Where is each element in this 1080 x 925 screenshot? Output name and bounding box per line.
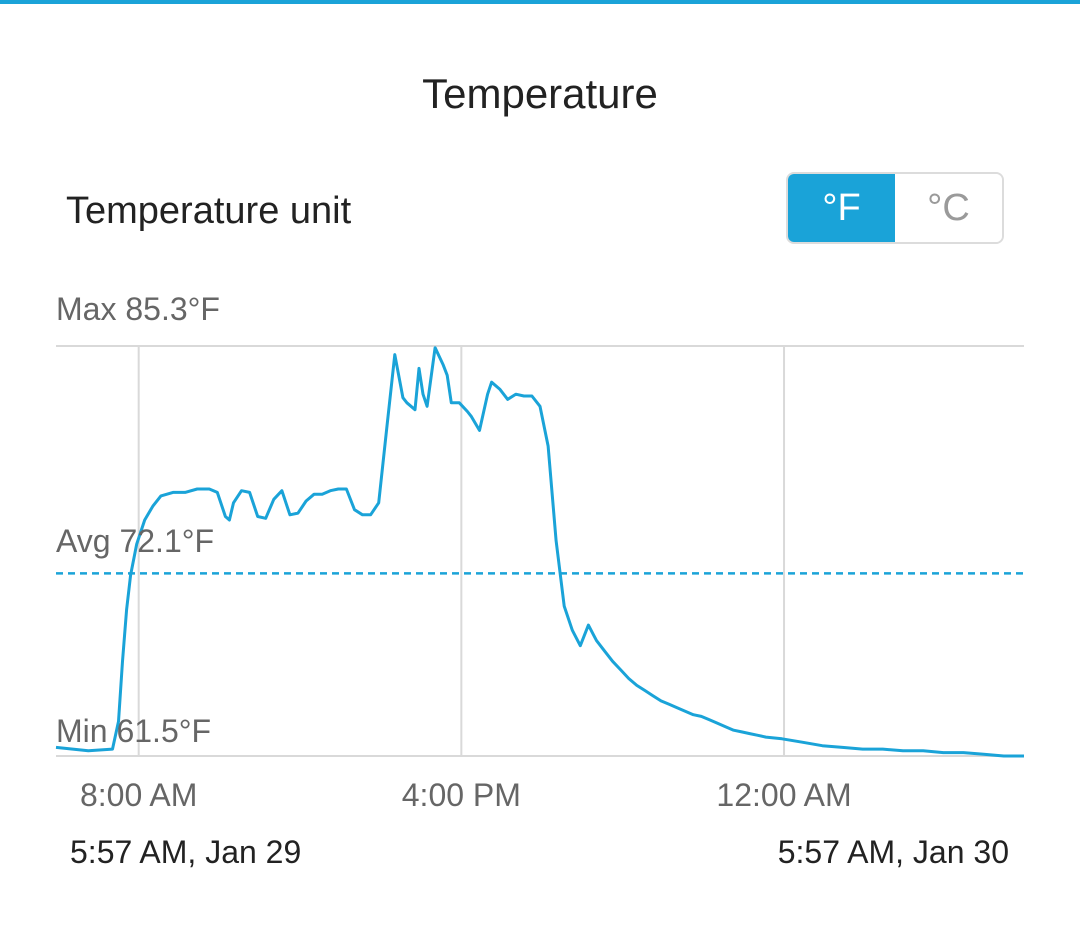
avg-label: Avg 72.1°F (56, 523, 214, 559)
x-tick-labels: 8:00 AM 4:00 PM 12:00 AM (80, 777, 852, 813)
x-tick-label: 12:00 AM (716, 777, 851, 813)
range-end-label: 5:57 AM, Jan 30 (778, 834, 1009, 870)
range-start-label: 5:57 AM, Jan 29 (70, 834, 301, 870)
x-tick-label: 4:00 PM (402, 777, 521, 813)
min-label: Min 61.5°F (56, 713, 211, 749)
chart-labels: Max 85.3°F Avg 72.1°F Min 61.5°F 5:57 AM… (56, 291, 1009, 870)
temperature-unit-label: Temperature unit (66, 190, 352, 232)
x-tick-label: 8:00 AM (80, 777, 197, 813)
max-label: Max 85.3°F (56, 291, 220, 327)
temperature-unit-toggle[interactable]: °F °C (786, 172, 1004, 244)
page-title: Temperature (422, 70, 658, 117)
series-line (55, 346, 1024, 758)
temperature-chart: Max 85.3°F Avg 72.1°F Min 61.5°F 5:57 AM… (0, 280, 1080, 900)
top-accent-bar (0, 0, 1080, 4)
series-line-group (55, 346, 1024, 758)
fahrenheit-button[interactable]: °F (788, 174, 895, 242)
temperature-chart-svg: Max 85.3°F Avg 72.1°F Min 61.5°F 5:57 AM… (55, 291, 1024, 870)
chart-grid (56, 345, 1024, 757)
celsius-button[interactable]: °C (895, 174, 1002, 242)
